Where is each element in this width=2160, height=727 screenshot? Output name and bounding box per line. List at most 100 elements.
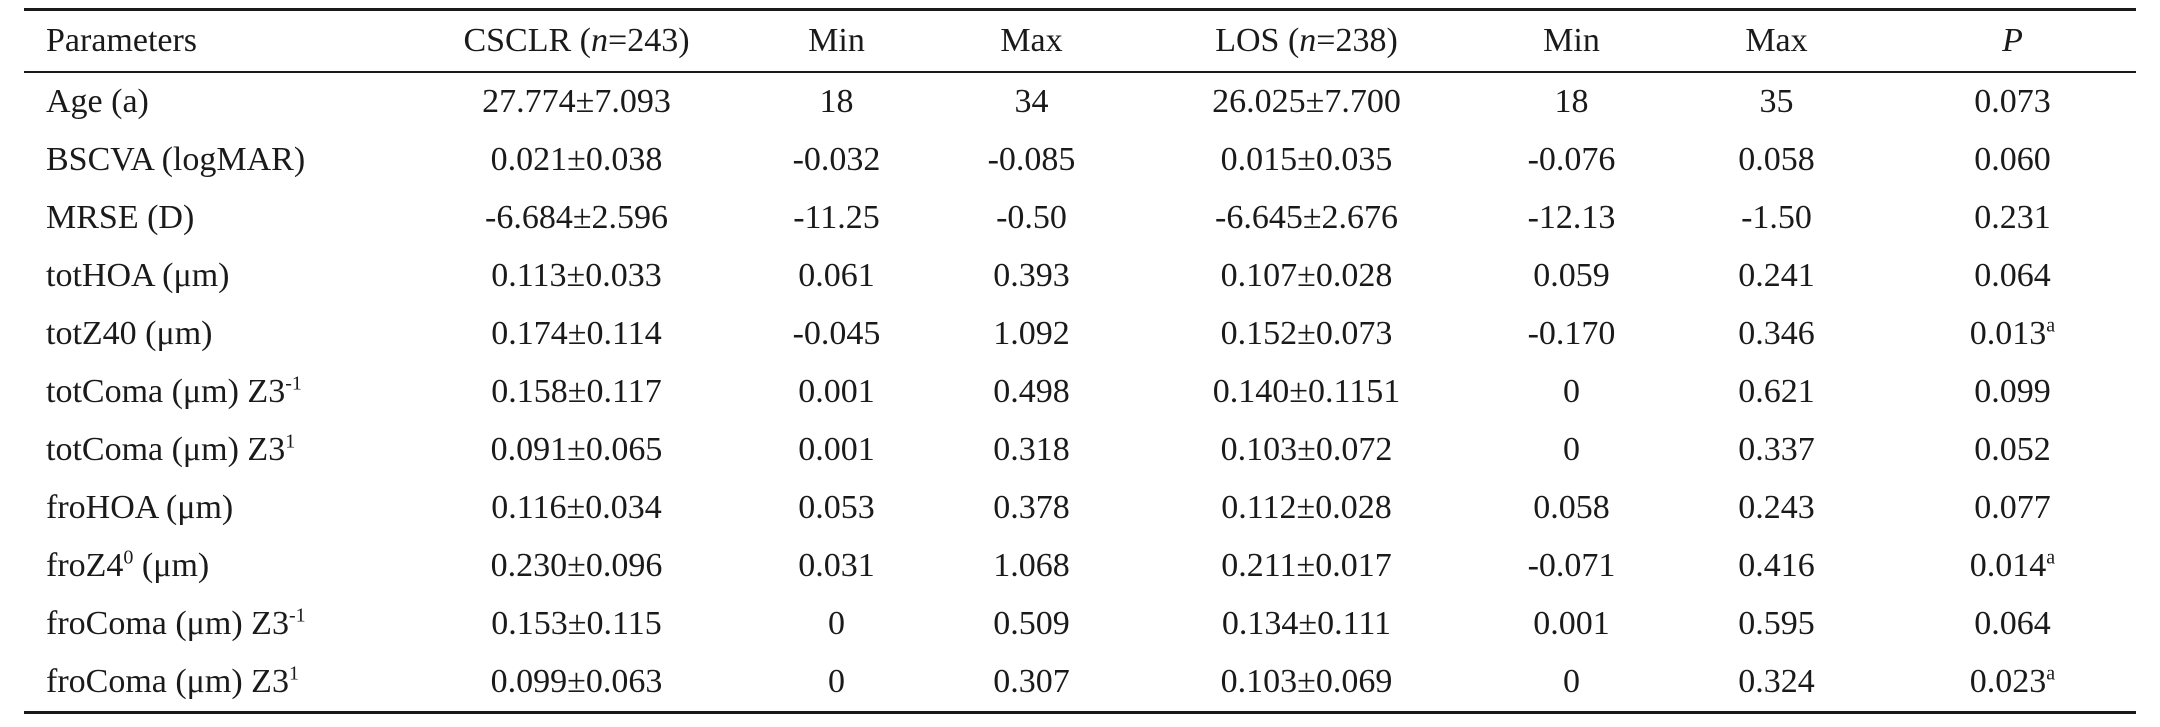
header-csclr: CSCLR (n=243) xyxy=(409,10,744,73)
cell-csclr-min: 0.053 xyxy=(798,489,875,526)
cell-los-mean: 0.015±0.035 xyxy=(1220,141,1393,178)
cell-los-max: -1.50 xyxy=(1741,199,1812,236)
cell-los-mean: 0.112±0.028 xyxy=(1221,489,1392,526)
cell-csclr-max: 34 xyxy=(1014,83,1049,120)
header-los: LOS (n=238) xyxy=(1134,10,1479,73)
cell-csclr-mean: 0.158±0.117 xyxy=(491,373,662,410)
parameter-text: froComa (μm) Z3 xyxy=(46,605,289,642)
header-los-count: =238) xyxy=(1316,22,1398,59)
parameter-text: totZ40 (μm) xyxy=(46,315,213,352)
cell-los-max: 35 xyxy=(1759,83,1794,120)
cell-csclr-min: 0 xyxy=(828,663,845,700)
row-parameter: froZ40 (μm) xyxy=(24,537,409,595)
row-parameter: totComa (μm) Z31 xyxy=(24,421,409,479)
table-row: froComa (μm) Z31 0.099±0.063 0 0.307 0.1… xyxy=(24,653,2136,713)
parameter-text: froComa (μm) Z3 xyxy=(46,663,289,700)
parameter-text: totComa (μm) Z3 xyxy=(46,431,286,468)
significance-marker: a xyxy=(2046,546,2056,569)
cell-los-max: 0.337 xyxy=(1738,431,1815,468)
row-parameter: totHOA (μm) xyxy=(24,247,409,305)
cell-p-value: 0.014a xyxy=(1889,537,2136,595)
table-row: froHOA (μm) 0.116±0.034 0.053 0.378 0.11… xyxy=(24,479,2136,537)
cell-csclr-max: 0.378 xyxy=(993,489,1070,526)
header-los-label: LOS ( xyxy=(1215,22,1300,59)
cell-p-value: 0.231 xyxy=(1974,199,2051,236)
cell-csclr-max: 1.068 xyxy=(993,547,1070,584)
cell-los-min: -0.076 xyxy=(1527,141,1616,178)
cell-los-mean: 26.025±7.700 xyxy=(1212,83,1401,120)
header-p-value: P xyxy=(1889,10,2136,73)
cell-los-mean: 0.107±0.028 xyxy=(1220,257,1393,294)
parameter-text: MRSE (D) xyxy=(46,199,195,236)
significance-marker: a xyxy=(2046,662,2056,685)
cell-p-value: 0.013a xyxy=(1889,305,2136,363)
cell-csclr-mean: 0.230±0.096 xyxy=(490,547,663,584)
row-parameter: Age (a) xyxy=(24,72,409,131)
cell-csclr-mean: 0.153±0.115 xyxy=(491,605,662,642)
table-header: Parameters CSCLR (n=243) Min Max LOS (n=… xyxy=(24,9,2136,73)
cell-csclr-max: 0.307 xyxy=(993,663,1070,700)
cell-csclr-min: 0.001 xyxy=(798,373,875,410)
p-value-text: 0.023 xyxy=(1969,663,2047,700)
cell-los-max: 0.595 xyxy=(1738,605,1815,642)
parameter-superscript: -1 xyxy=(288,604,306,627)
cell-p-value: 0.052 xyxy=(1974,431,2051,468)
header-csclr-n: n xyxy=(591,22,609,59)
parameter-superscript: 1 xyxy=(285,430,296,453)
header-csclr-count: =243) xyxy=(608,22,690,59)
parameter-superscript: -1 xyxy=(285,372,302,395)
header-parameters: Parameters xyxy=(46,22,198,59)
cell-los-max: 0.324 xyxy=(1738,663,1815,700)
cell-p-value: 0.099 xyxy=(1974,373,2051,410)
cell-los-min: 0 xyxy=(1563,373,1580,410)
header-max-los: Max xyxy=(1745,22,1808,59)
cell-csclr-mean: 0.116±0.034 xyxy=(491,489,662,526)
cell-csclr-min: 0.001 xyxy=(798,431,875,468)
parameter-unit: (μm) xyxy=(133,547,210,584)
cell-p-value: 0.077 xyxy=(1974,489,2051,526)
cell-los-max: 0.058 xyxy=(1738,141,1815,178)
cell-los-min: 0.058 xyxy=(1533,489,1610,526)
header-los-n: n xyxy=(1299,22,1317,59)
parameter-text: totComa (μm) Z3 xyxy=(46,373,286,410)
significance-marker: a xyxy=(2046,314,2056,337)
row-parameter: BSCVA (logMAR) xyxy=(24,131,409,189)
cell-csclr-min: 0.061 xyxy=(798,257,875,294)
cell-csclr-max: 0.318 xyxy=(993,431,1070,468)
cell-csclr-max: 0.498 xyxy=(993,373,1070,410)
cell-csclr-min: 0.031 xyxy=(798,547,875,584)
cell-p-value: 0.073 xyxy=(1974,83,2051,120)
cell-los-min: 0 xyxy=(1563,431,1580,468)
parameter-text: froZ4 xyxy=(46,547,124,584)
cell-los-mean: 0.211±0.017 xyxy=(1221,547,1392,584)
row-parameter: froComa (μm) Z3-1 xyxy=(24,595,409,653)
table-row: MRSE (D) -6.684±2.596 -11.25 -0.50 -6.64… xyxy=(24,189,2136,247)
cell-csclr-max: -0.085 xyxy=(987,141,1076,178)
row-parameter: froComa (μm) Z31 xyxy=(24,653,409,713)
row-parameter: totZ40 (μm) xyxy=(24,305,409,363)
cell-csclr-mean: 0.174±0.114 xyxy=(491,315,662,352)
cell-csclr-max: 1.092 xyxy=(993,315,1070,352)
cell-csclr-max: 0.393 xyxy=(993,257,1070,294)
cell-csclr-mean: 0.091±0.065 xyxy=(490,431,663,468)
parameter-text: totHOA (μm) xyxy=(46,257,230,294)
cell-p-value: 0.060 xyxy=(1974,141,2051,178)
cell-los-min: -12.13 xyxy=(1527,199,1616,236)
table-row: Age (a) 27.774±7.093 18 34 26.025±7.700 … xyxy=(24,72,2136,131)
table-row: totComa (μm) Z31 0.091±0.065 0.001 0.318… xyxy=(24,421,2136,479)
parameter-text: Age (a) xyxy=(46,83,149,120)
table-row: totHOA (μm) 0.113±0.033 0.061 0.393 0.10… xyxy=(24,247,2136,305)
cell-los-min: 0.001 xyxy=(1533,605,1610,642)
cell-csclr-mean: 0.099±0.063 xyxy=(490,663,663,700)
table-row: BSCVA (logMAR) 0.021±0.038 -0.032 -0.085… xyxy=(24,131,2136,189)
row-parameter: MRSE (D) xyxy=(24,189,409,247)
cell-csclr-min: -0.032 xyxy=(792,141,881,178)
cell-los-mean: 0.103±0.072 xyxy=(1220,431,1393,468)
cell-csclr-max: -0.50 xyxy=(996,199,1067,236)
row-parameter: totComa (μm) Z3-1 xyxy=(24,363,409,421)
parameter-text: froHOA (μm) xyxy=(46,489,234,526)
table-row: totComa (μm) Z3-1 0.158±0.117 0.001 0.49… xyxy=(24,363,2136,421)
cell-p-value: 0.064 xyxy=(1974,257,2051,294)
parameter-superscript: 0 xyxy=(123,546,134,569)
cell-p-value: 0.064 xyxy=(1974,605,2051,642)
